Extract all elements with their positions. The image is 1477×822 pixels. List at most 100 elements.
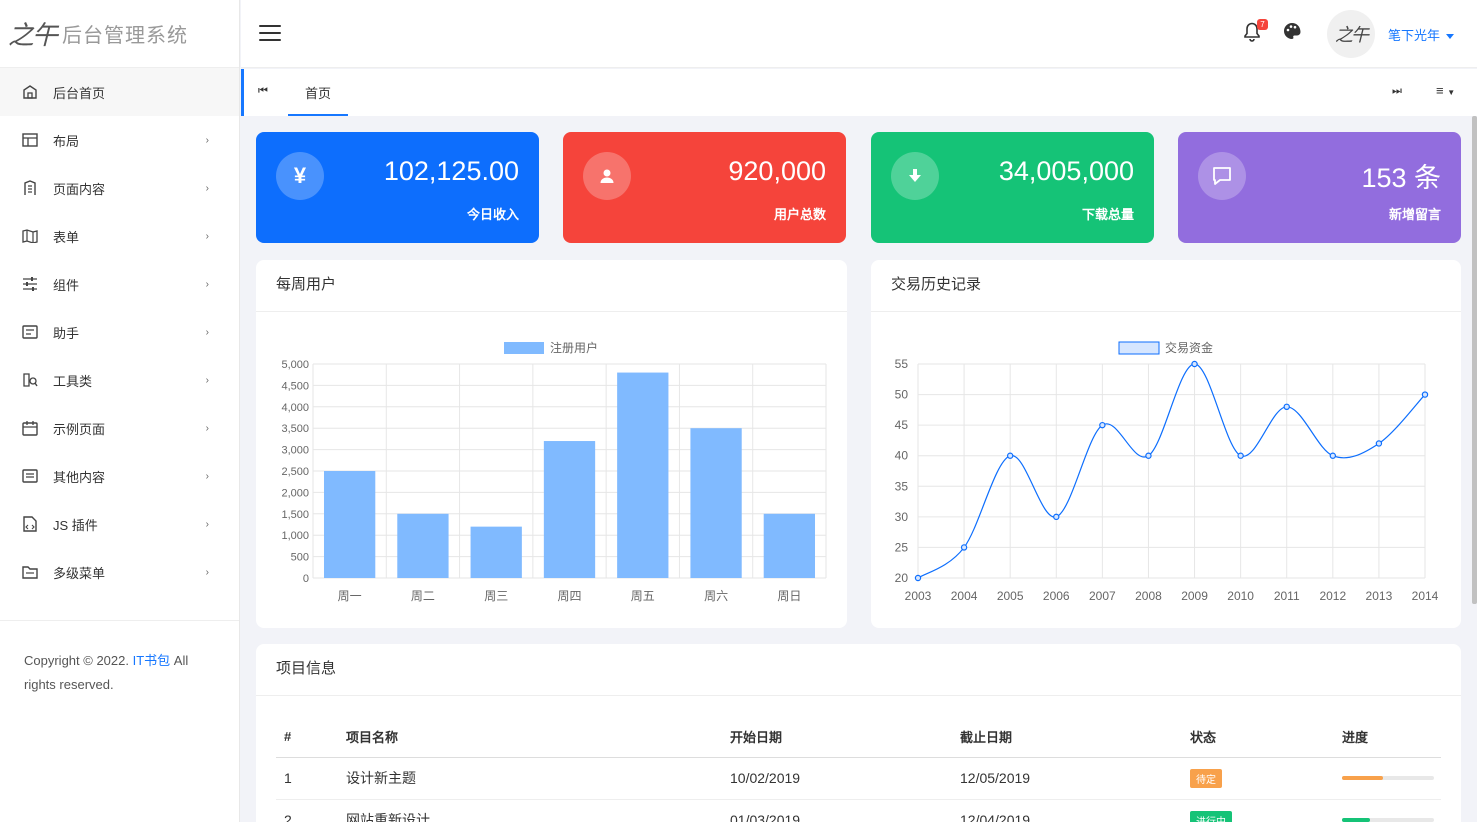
data-point[interactable] [914,574,922,582]
bar[interactable] [397,513,449,578]
status-badge: 待定 [1190,768,1222,788]
status-badge: 进行中 [1190,810,1232,822]
y-tick-label: 3,500 [281,423,309,435]
y-tick-label: 4,500 [281,380,309,392]
table-header-row: # 项目名称 开始日期 截止日期 状态 进度 [276,717,1441,758]
stat-value: 920,000 [728,156,826,186]
tab-bar: ⏮ 首页 ⏭ ≡ ▼ [241,69,1477,116]
sidebar-item-3[interactable]: 表单 › [0,212,239,260]
y-tick-label: 500 [291,552,309,564]
sidebar-menu: 后台首页 布局 › 页面内容 › 表单 › 组件 › 助手 › 工具类 › 示例页面 › 其他内容 › JS 插件… [0,68,239,596]
avatar[interactable]: 之午 [1327,10,1375,58]
tab-menu-dropdown[interactable]: ≡ ▼ [1436,83,1455,98]
sidebar-item-label: 布局 [53,133,80,149]
y-tick-label: 3,000 [281,445,309,457]
table-row: 2 网站重新设计 01/03/2019 12/04/2019 进行中 [276,799,1441,822]
sidebar-item-10[interactable]: 多级菜单 › [0,548,239,596]
legend-swatch [1118,341,1160,355]
sidebar-item-9[interactable]: JS 插件 › [0,500,239,548]
sidebar-item-7[interactable]: 示例页面 › [0,404,239,452]
app-logo[interactable]: 之午 后台管理系统 [0,0,239,68]
data-point[interactable] [1145,452,1152,459]
start-date: 01/03/2019 [722,799,952,822]
start-date: 10/02/2019 [722,757,952,800]
sidebar-item-label: 多级菜单 [53,565,106,581]
notification-bell-icon[interactable]: 7 [1243,19,1268,44]
y-tick-label: 45 [895,418,909,432]
palette-icon[interactable] [1283,22,1303,42]
stat-label: 用户总数 [773,207,826,222]
menu-toggle-icon[interactable] [259,25,281,43]
stat-card-0: ¥102,125.00 今日收入 [256,132,539,243]
y-tick-label: 25 [895,540,909,554]
copyright-suffix: All rights reserved. [24,653,189,692]
page-scrollbar[interactable] [1472,116,1477,604]
data-point[interactable] [1237,452,1244,459]
data-point[interactable] [1191,360,1198,368]
stat-card-1: 920,000 用户总数 [563,132,846,243]
column-header: 进度 [1334,717,1441,758]
tools-icon [22,372,38,388]
sidebar-item-4[interactable]: 组件 › [0,260,239,308]
bar[interactable] [763,513,816,578]
logo-mark: 之午 [8,21,58,51]
bar[interactable] [690,428,742,578]
series-line [917,363,1426,579]
yen-icon: ¥ [276,152,324,200]
y-tick-label: 5,000 [281,359,309,371]
data-point[interactable] [1099,421,1106,429]
column-header: 项目名称 [338,717,722,758]
progress-fill [1342,818,1370,822]
stat-label: 新增留言 [1388,207,1441,222]
sidebar-item-2[interactable]: 页面内容 › [0,164,239,212]
bar[interactable] [617,372,669,578]
y-tick-label: 1,000 [281,530,309,542]
tab-scroll-first-icon[interactable]: ⏮ [258,85,268,97]
user-icon [583,152,631,200]
y-tick-label: 30 [895,510,909,524]
folder-icon [22,564,38,580]
page-icon [22,180,38,196]
chevron-right-icon: › [205,231,209,242]
stat-value: 153 条 [1361,163,1441,193]
yen-icon-glyph: ¥ [293,163,307,188]
data-point[interactable] [1283,403,1290,411]
row-number: 2 [276,799,338,822]
topbar: 7 之午 笔下光年 [241,0,1477,68]
data-point[interactable] [1006,452,1014,459]
sidebar-item-6[interactable]: 工具类 › [0,356,239,404]
copyright-link[interactable]: IT书包 [132,653,171,668]
bar[interactable] [470,526,522,578]
data-point[interactable] [1421,391,1429,398]
tab-scroll-last-icon[interactable]: ⏭ [1392,85,1402,97]
x-tick-label: 2011 [1274,589,1300,603]
data-point[interactable] [1053,513,1060,521]
sidebar-item-5[interactable]: 助手 › [0,308,239,356]
x-tick-label: 2004 [951,589,978,603]
caret-down-icon [1446,34,1455,40]
data-point[interactable] [1375,440,1383,447]
project-info-title: 项目信息 [256,644,1461,696]
x-tick-label: 2010 [1227,589,1254,603]
status-cell: 待定 [1182,757,1334,800]
chevron-right-icon: › [205,279,209,290]
calendar-icon [22,420,38,436]
sidebar-item-1[interactable]: 布局 › [0,116,239,164]
user-menu[interactable]: 笔下光年 [1388,25,1455,44]
tab-home[interactable]: 首页 [288,69,348,116]
x-tick-label: 周五 [631,589,655,603]
data-point[interactable] [1329,452,1337,459]
project-info-card: 项目信息 # 项目名称 开始日期 截止日期 状态 进度 1 设计新主题 10/02/2019 1… [256,644,1461,822]
sidebar-item-0[interactable]: 后台首页 [0,68,239,116]
x-tick-label: 周一 [338,589,362,603]
chevron-right-icon: › [205,327,209,338]
bar[interactable] [323,471,376,578]
map-icon [22,228,38,244]
row-number: 1 [276,757,338,800]
data-point[interactable] [960,544,968,551]
bar[interactable] [543,441,596,578]
download-icon [891,152,939,200]
legend-label: 注册用户 [550,340,598,355]
sidebar-item-8[interactable]: 其他内容 › [0,452,239,500]
end-date: 12/05/2019 [952,757,1182,800]
